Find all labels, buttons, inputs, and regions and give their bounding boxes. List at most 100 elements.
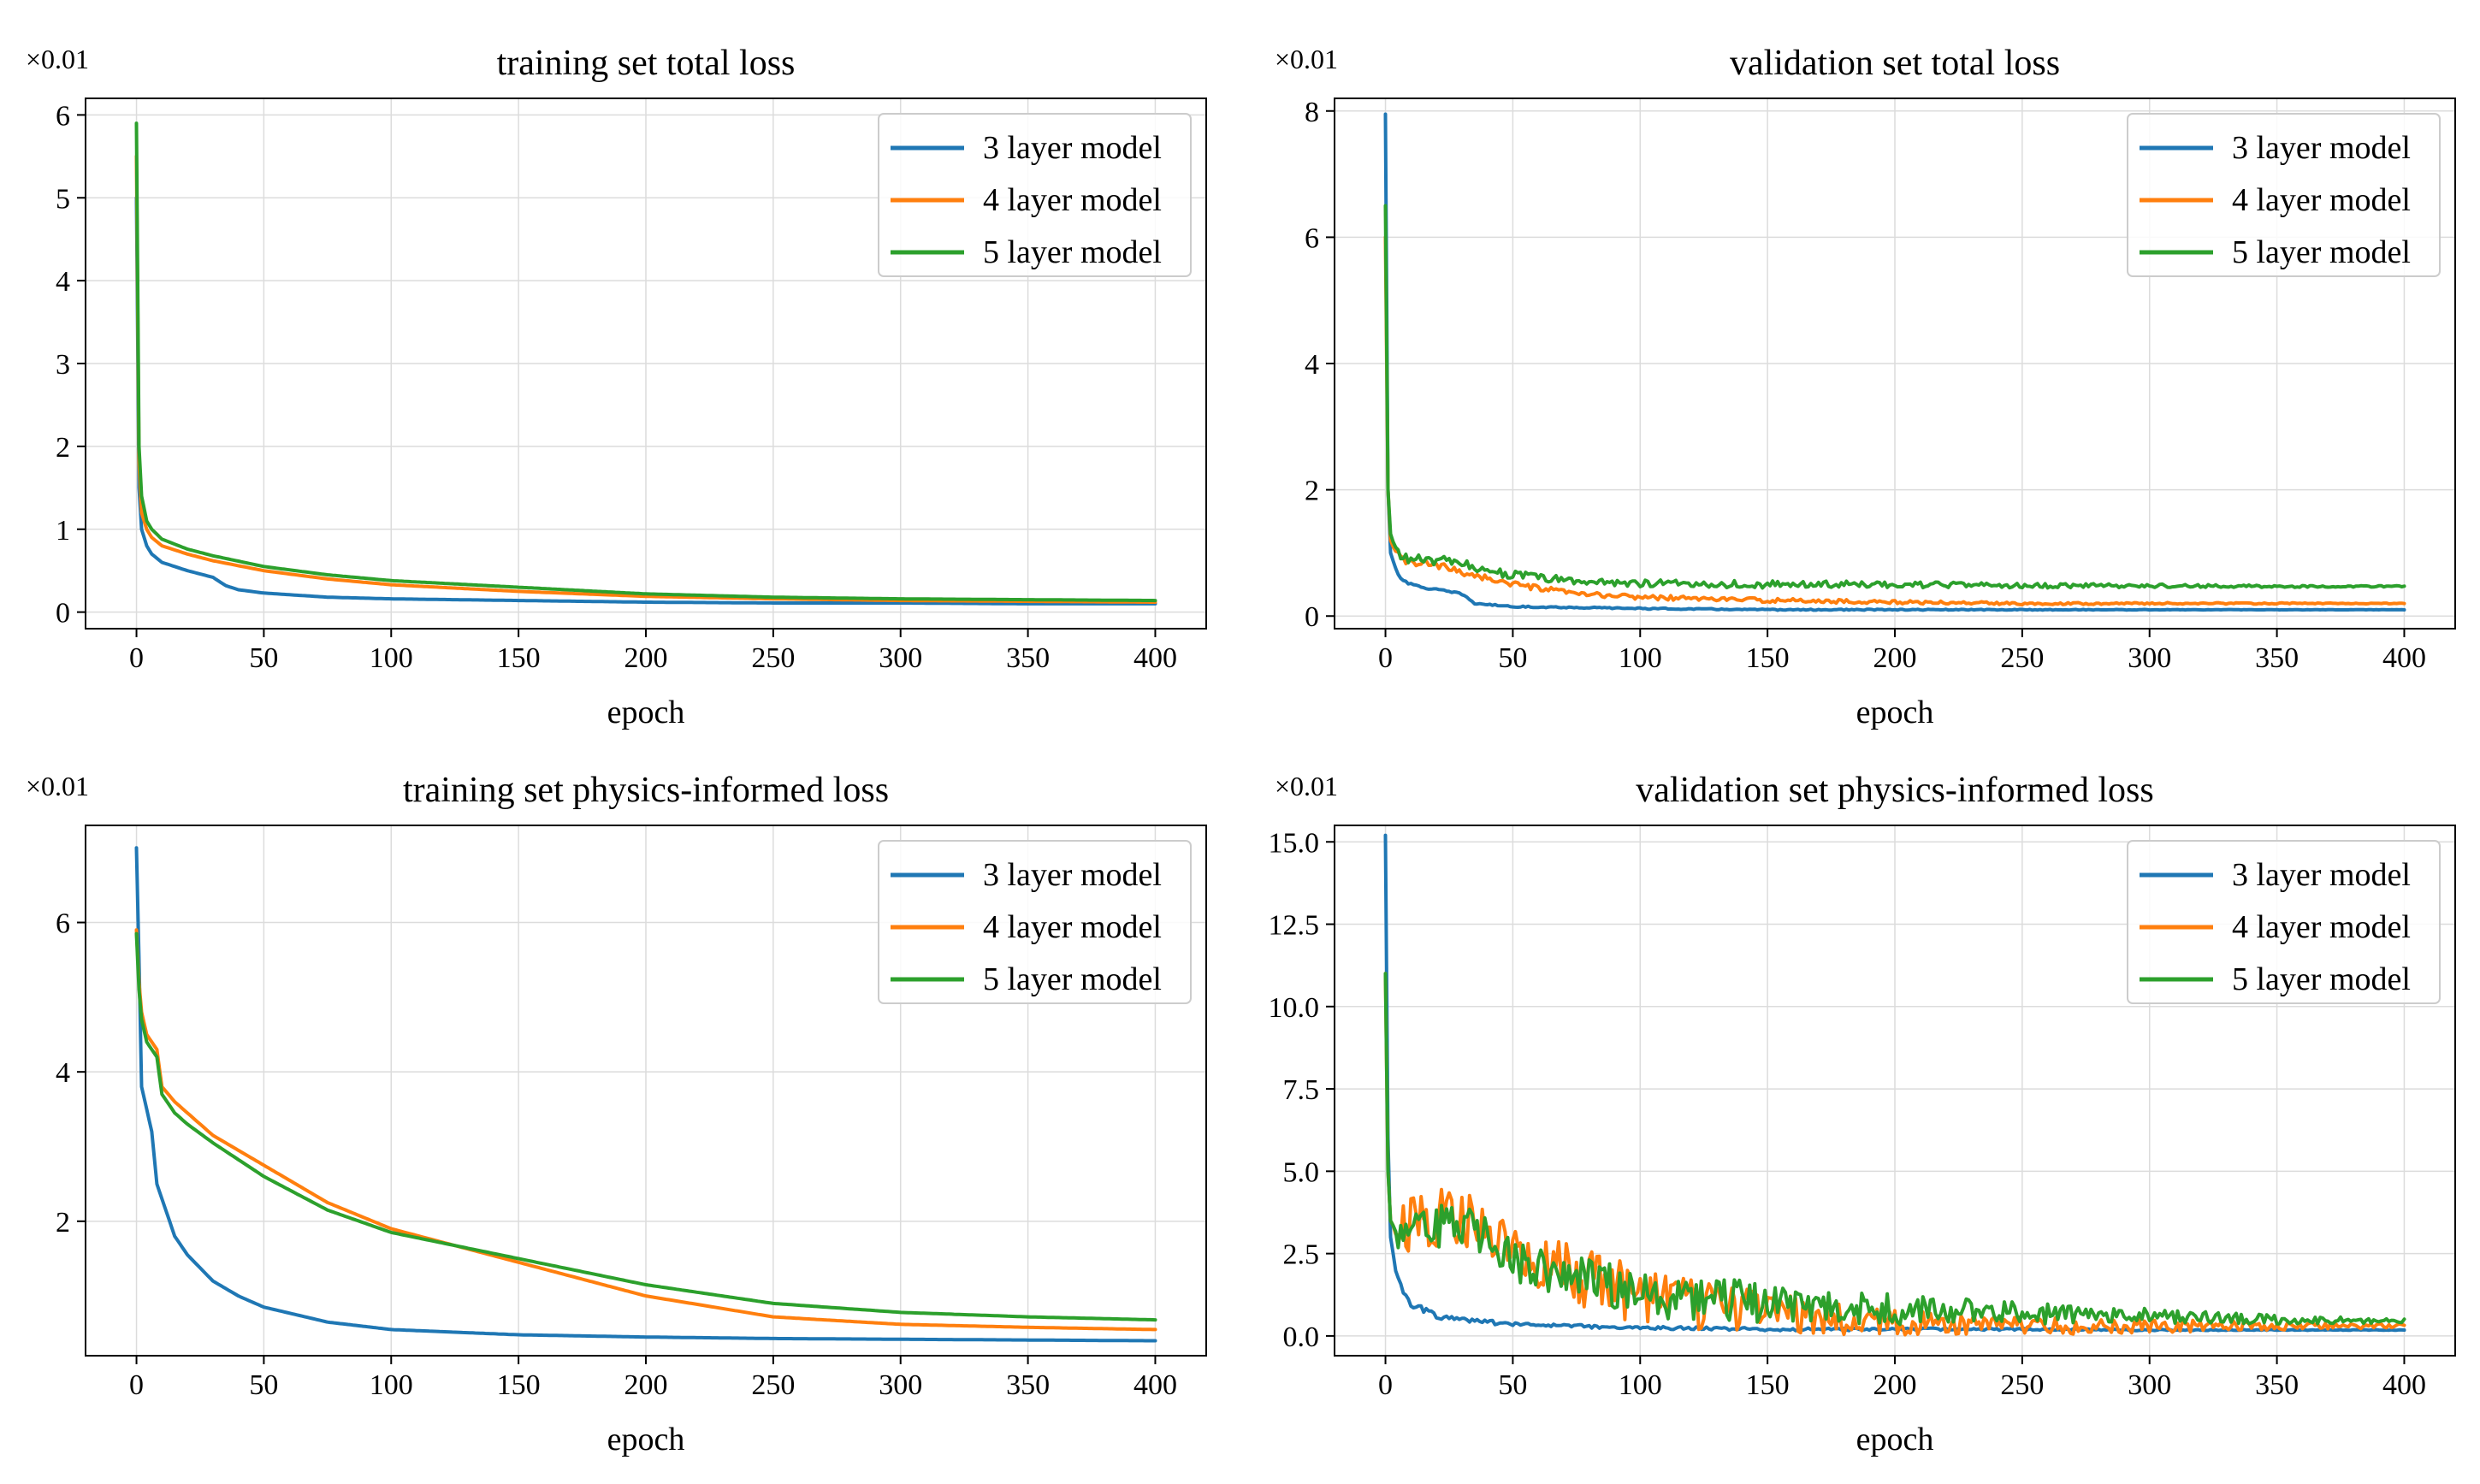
series-line-5-layer-model: [134, 121, 1157, 603]
x-tick-label: 400: [1133, 642, 1177, 674]
x-axis-label: epoch: [607, 1422, 685, 1457]
x-tick-label: 50: [1498, 642, 1527, 674]
series-line-3-layer-model: [1383, 833, 2406, 1333]
chart-panel-3: 0 50 100 150 200 250 300 350 400 2 4 6 ×0.01 training…: [26, 771, 1207, 1457]
x-tick-label: 0: [129, 642, 144, 674]
x-tick-label: 100: [370, 642, 413, 674]
x-tick-label: 200: [624, 1369, 668, 1401]
series-line-3-layer-model: [134, 196, 1157, 606]
legend-box: [878, 113, 1192, 277]
y-tick-label: 2.5: [1283, 1239, 1320, 1271]
y-offset-label: ×0.01: [26, 44, 89, 74]
y-tick-label: 8: [1305, 97, 1319, 128]
x-tick-label: 200: [1873, 642, 1917, 674]
x-tick-label: 0: [1378, 642, 1393, 674]
y-tick-label: 12.5: [1269, 910, 1320, 942]
chart-panel-2: 0 50 100 150 200 250 300 350 400 0 2 4 6 8 ×0.01 valida…: [1275, 44, 2456, 730]
series-line-3-layer-model: [134, 846, 1157, 1343]
legend: 3 layer model 4 layer model 5 layer model: [878, 113, 1192, 277]
y-tick-label: 0: [56, 598, 70, 630]
chart-title: training set total loss: [497, 44, 796, 83]
x-tick-label: 0: [1378, 1369, 1393, 1401]
x-tick-label: 350: [2255, 1369, 2299, 1401]
x-tick-label: 50: [249, 642, 278, 674]
y-tick-label: 2: [56, 432, 70, 464]
y-offset-label: ×0.01: [26, 771, 89, 801]
legend-entry: 3 layer model: [2232, 130, 2411, 166]
x-tick-label: 300: [879, 1369, 922, 1401]
series-line-4-layer-model: [1383, 235, 2406, 606]
x-tick-label: 150: [497, 1369, 541, 1401]
legend-entry: 4 layer model: [983, 909, 1162, 945]
y-tick-label: 10.0: [1269, 992, 1320, 1024]
series-line-5-layer-model: [134, 931, 1157, 1322]
y-tick-label: 4: [56, 1057, 70, 1089]
x-tick-label: 100: [1619, 642, 1662, 674]
legend-entry: 3 layer model: [983, 130, 1162, 166]
y-tick-label: 7.5: [1283, 1074, 1320, 1106]
legend: 3 layer model 4 layer model 5 layer model: [2127, 113, 2441, 277]
x-tick-label: 100: [1619, 1369, 1662, 1401]
y-tick-label: 1: [56, 515, 70, 547]
legend: 3 layer model 4 layer model 5 layer model: [878, 840, 1192, 1004]
y-tick-label: 2: [56, 1207, 70, 1239]
y-offset-label: ×0.01: [1275, 771, 1338, 801]
legend-box: [2127, 840, 2441, 1004]
x-tick-label: 300: [879, 642, 922, 674]
chart-title: validation set total loss: [1730, 44, 2060, 83]
y-tick-label: 6: [56, 100, 70, 132]
x-tick-label: 150: [1746, 642, 1790, 674]
x-tick-label: 250: [751, 1369, 795, 1401]
x-tick-label: 400: [1133, 1369, 1177, 1401]
y-tick-label: 4: [1305, 349, 1319, 381]
series-line-4-layer-model: [1383, 972, 2406, 1337]
x-tick-label: 150: [497, 642, 541, 674]
chart-panel-1: 0 50 100 150 200 250 300 350 400 0 1 2 3 4 5 6 ×0.01 trai…: [26, 44, 1207, 730]
y-offset-label: ×0.01: [1275, 44, 1338, 74]
x-tick-label: 250: [2000, 1369, 2044, 1401]
x-tick-label: 200: [624, 642, 668, 674]
x-axis-label: epoch: [607, 695, 685, 730]
series-line-3-layer-model: [1383, 112, 2406, 612]
y-tick-label: 3: [56, 349, 70, 381]
x-tick-label: 350: [1006, 1369, 1050, 1401]
y-tick-label: 5: [56, 183, 70, 215]
chart-title: validation set physics-informed loss: [1636, 771, 2153, 810]
series-line-5-layer-model: [1383, 972, 2406, 1327]
y-tick-label: 4: [56, 266, 70, 298]
legend: 3 layer model 4 layer model 5 layer model: [2127, 840, 2441, 1004]
x-tick-label: 400: [2382, 642, 2426, 674]
x-tick-label: 150: [1746, 1369, 1790, 1401]
legend-entry: 5 layer model: [2232, 234, 2411, 270]
legend-entry: 4 layer model: [2232, 909, 2411, 945]
x-tick-label: 350: [1006, 642, 1050, 674]
legend-box: [878, 840, 1192, 1004]
x-tick-label: 250: [2000, 642, 2044, 674]
x-tick-label: 0: [129, 1369, 144, 1401]
x-tick-label: 300: [2128, 1369, 2171, 1401]
legend-entry: 5 layer model: [2232, 961, 2411, 997]
x-tick-label: 250: [751, 642, 795, 674]
y-tick-label: 6: [1305, 222, 1319, 254]
legend-entry: 5 layer model: [983, 234, 1162, 270]
x-tick-label: 50: [249, 1369, 278, 1401]
legend-box: [2127, 113, 2441, 277]
y-tick-label: 0: [1305, 601, 1319, 633]
x-axis-label: epoch: [1856, 1422, 1934, 1457]
y-tick-label: 2: [1305, 476, 1319, 507]
y-tick-label: 6: [56, 908, 70, 940]
legend-entry: 3 layer model: [2232, 857, 2411, 893]
x-tick-label: 100: [370, 1369, 413, 1401]
legend-entry: 4 layer model: [983, 182, 1162, 218]
x-tick-label: 400: [2382, 1369, 2426, 1401]
chart-panel-4: 0 50 100 150 200 250 300 350 400 0.0 2.5 5.0 7.5 10.0…: [1269, 771, 2456, 1457]
legend-entry: 5 layer model: [983, 961, 1162, 997]
series-line-4-layer-model: [134, 928, 1157, 1332]
legend-entry: 4 layer model: [2232, 182, 2411, 218]
y-tick-label: 15.0: [1269, 827, 1320, 859]
series-line-5-layer-model: [1383, 204, 2406, 590]
y-tick-label: 0.0: [1283, 1321, 1320, 1353]
legend-entry: 3 layer model: [983, 857, 1162, 893]
chart-title: training set physics-informed loss: [403, 771, 889, 810]
